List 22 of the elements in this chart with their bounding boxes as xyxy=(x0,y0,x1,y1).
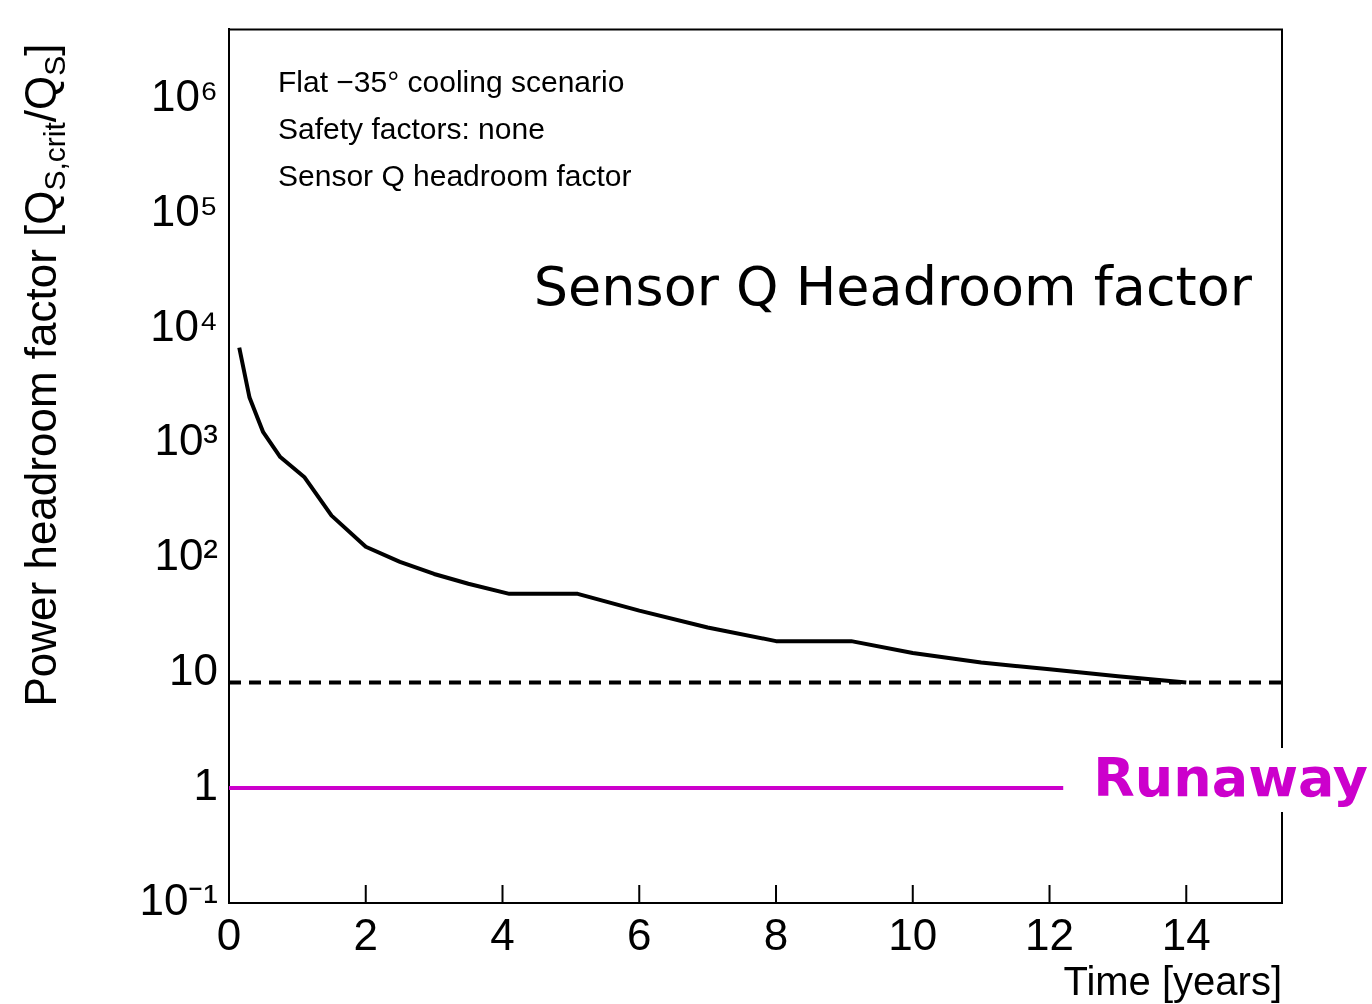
y-tick-label: 10 xyxy=(169,645,218,695)
annotation: Safety factors: none xyxy=(278,111,545,145)
x-tick-label: 6 xyxy=(627,909,652,959)
x-tick-label: 4 xyxy=(490,909,515,959)
y-tick-label: 10³ xyxy=(154,415,218,465)
x-axis-title: Time [years] xyxy=(1063,959,1282,1004)
ref-line-label: Runaway xyxy=(1093,746,1368,810)
y-tick-label: 10² xyxy=(154,530,218,580)
text: Sensor Q Headroom factor xyxy=(533,255,1253,319)
y-tick-label: 10⁴ xyxy=(150,300,218,350)
y-tick-label: 1 xyxy=(193,760,218,810)
annotation: Sensor Q headroom factor xyxy=(278,158,632,192)
x-tick-label: 0 xyxy=(216,909,242,959)
x-tick-label: 2 xyxy=(353,909,378,959)
y-tick-label: 10⁻¹ xyxy=(139,875,218,925)
x-tick-label: 14 xyxy=(1161,909,1211,959)
y-tick-label: 10⁵ xyxy=(150,185,218,235)
x-tick-label: 12 xyxy=(1025,909,1074,959)
x-tick-label: 10 xyxy=(888,909,938,959)
annotation: Flat −35° cooling scenario xyxy=(278,64,625,98)
y-tick-label: 10⁶ xyxy=(150,70,218,120)
x-tick-label: 8 xyxy=(763,909,789,959)
